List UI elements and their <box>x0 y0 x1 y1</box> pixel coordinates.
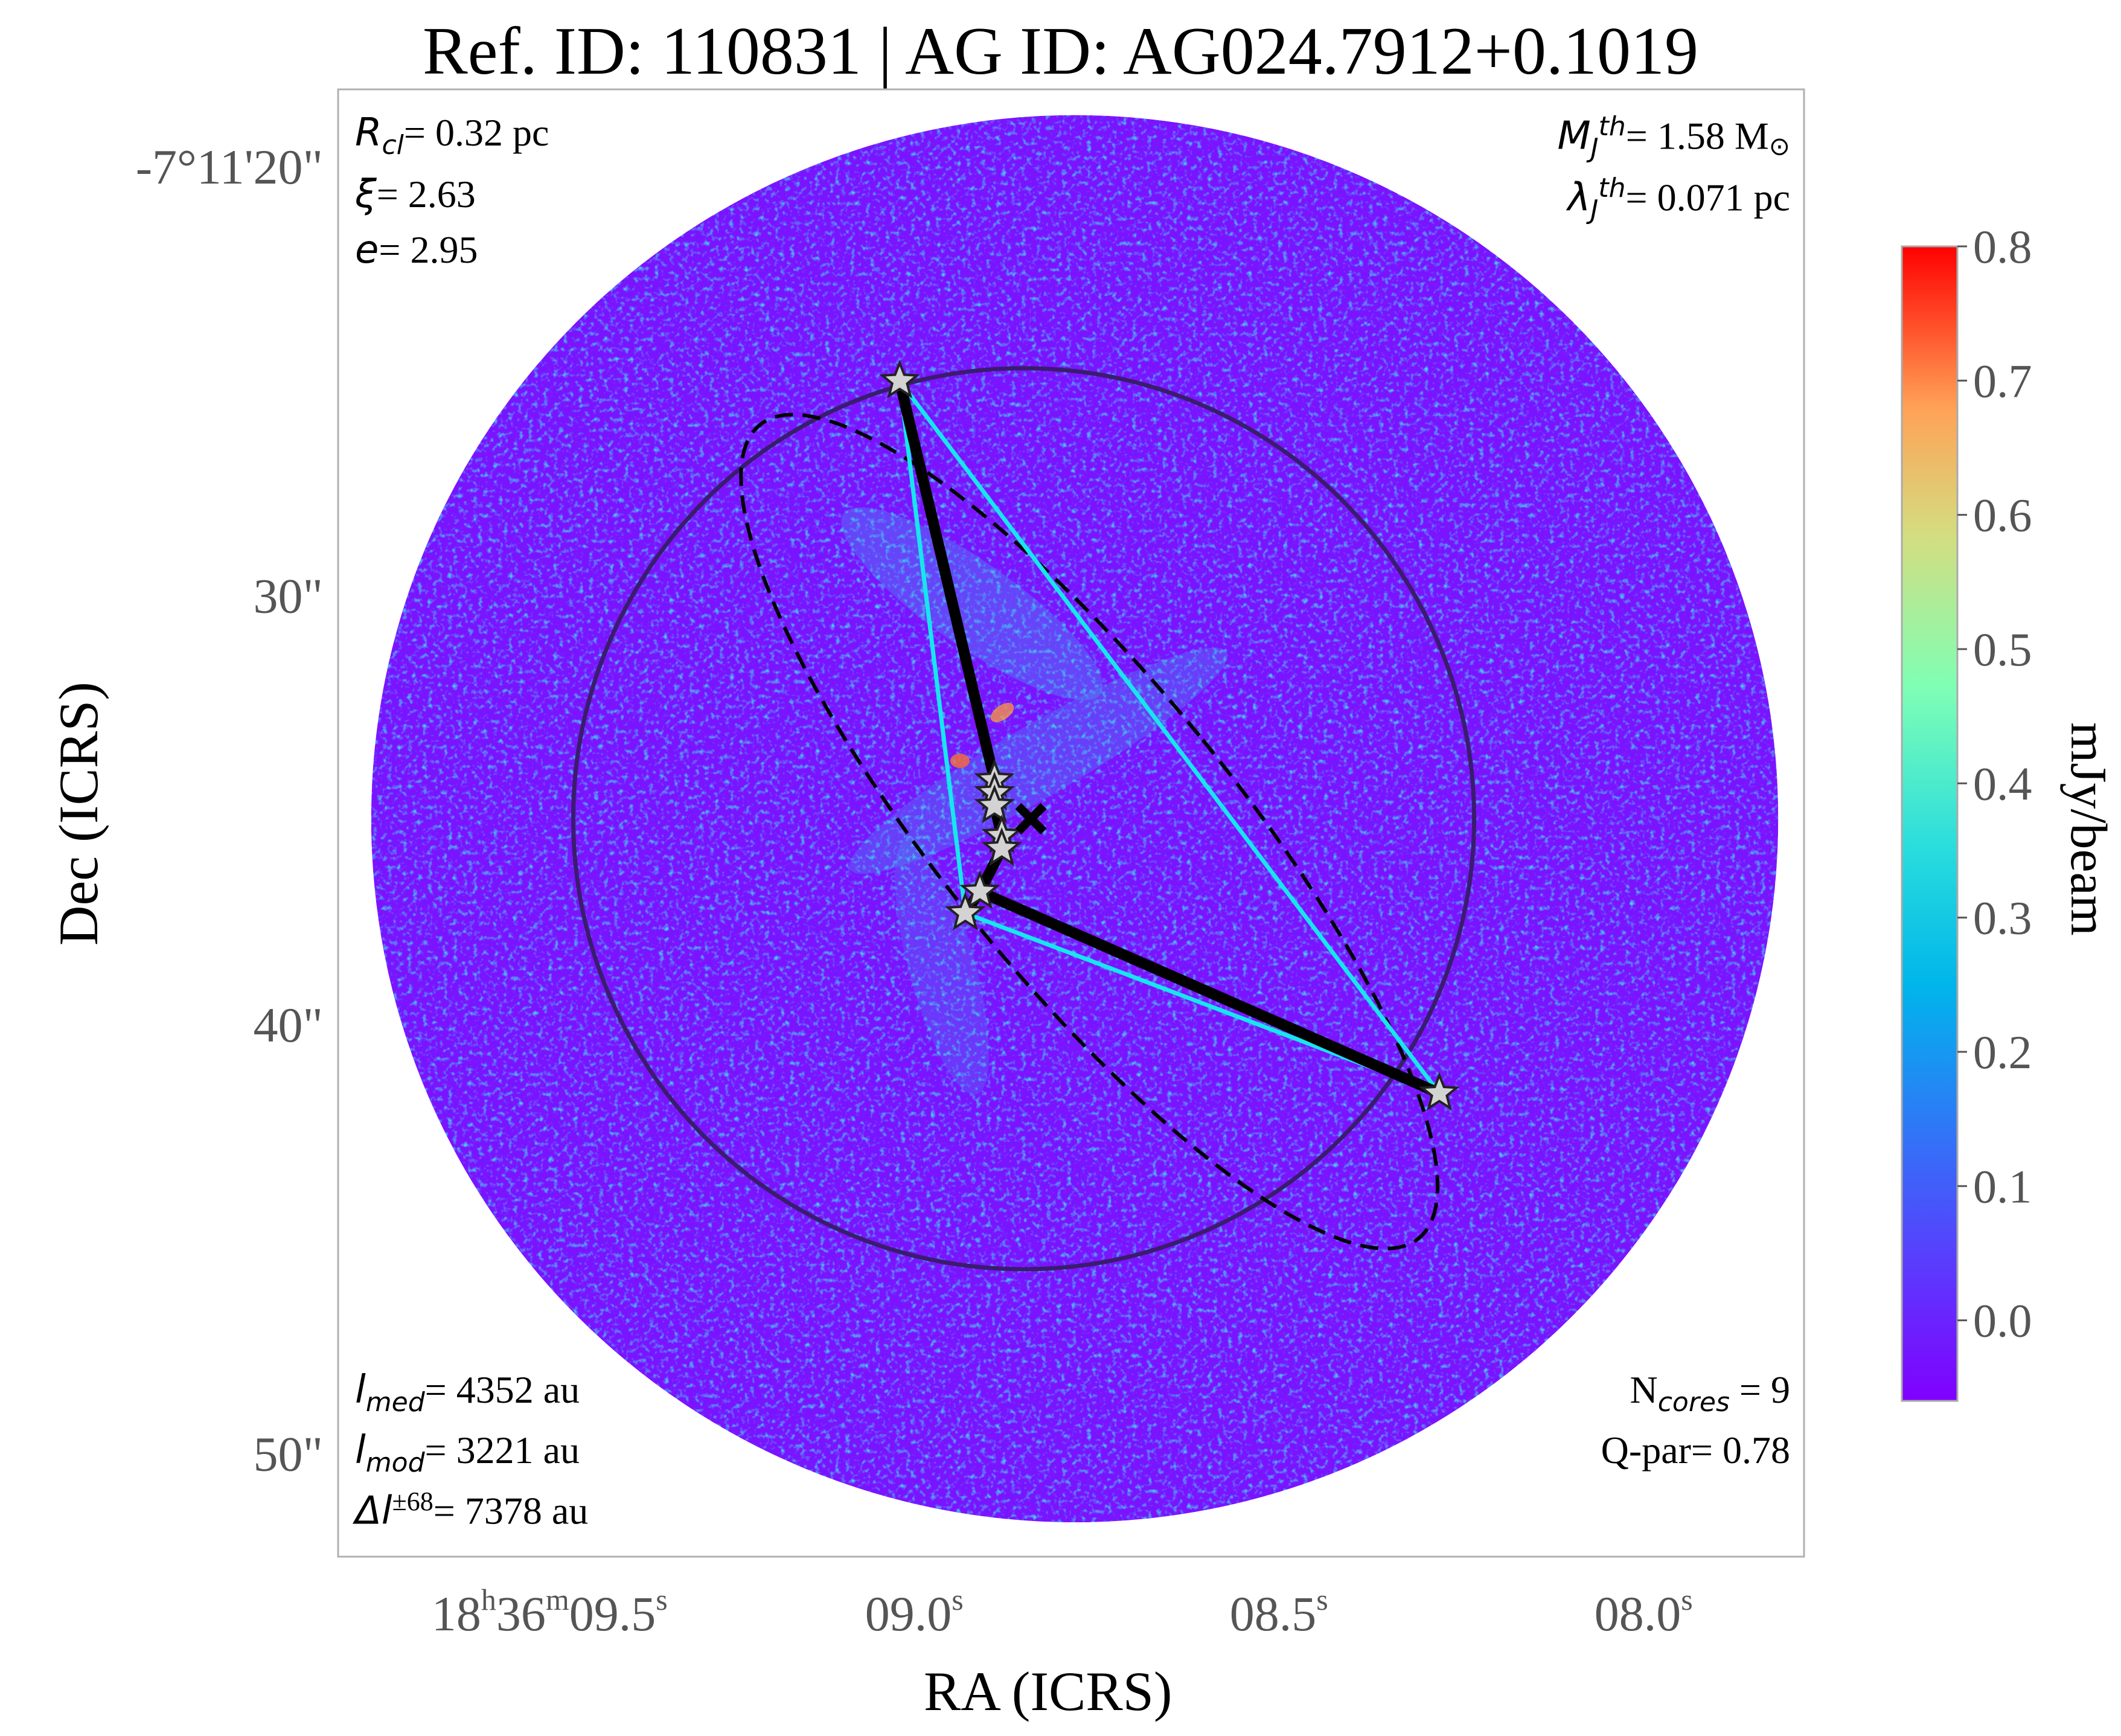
colorbar-tick-label: 0.2 <box>1973 1026 2032 1078</box>
mst-edge <box>894 376 1000 786</box>
x-ticks: 18h36m09.5s 09.0s 08.5s 08.0s <box>432 1583 1693 1641</box>
xi-annotation: ξ= 2.63 <box>355 172 476 217</box>
chart-title: Ref. ID: 110831 | AG ID: AG024.7912+0.10… <box>423 14 1698 89</box>
core-star-marker <box>981 827 1023 866</box>
jeans-length-annotation: λJth= 0.071 pc <box>1567 173 1791 226</box>
ncores-annotation: Ncores = 9 <box>1630 1368 1790 1418</box>
filament-emission <box>841 507 1228 1095</box>
plot-frame <box>337 88 1805 1558</box>
core-star-marker <box>945 891 986 930</box>
colorbar-tick-label: 0.7 <box>1973 354 2032 407</box>
cluster-circle <box>571 366 1477 1272</box>
emission-map <box>371 115 1779 1523</box>
cluster-center-marker <box>1015 802 1047 834</box>
x-tick-label: 09.0s <box>865 1583 964 1641</box>
y-tick-label: 40" <box>254 998 323 1052</box>
lmod-annotation: lmod= 3221 au <box>355 1428 580 1478</box>
y-axis-label: Dec (ICRS) <box>48 682 109 946</box>
colorbar-tick-label: 0.3 <box>1973 892 2032 944</box>
lmed-annotation: lmed= 4352 au <box>355 1368 580 1418</box>
q-par-annotation: Q-par= 0.78 <box>1601 1429 1790 1472</box>
colorbar-tick-label: 0.8 <box>1973 220 2032 273</box>
colorbar-tick-label: 0.5 <box>1973 623 2032 676</box>
y-ticks: -7°11'20" 30" 40" 50" <box>136 139 323 1482</box>
fit-ellipse <box>739 412 1440 1251</box>
x-tick-label: 08.5s <box>1230 1583 1328 1641</box>
x-axis-label: RA (ICRS) <box>924 1661 1172 1722</box>
delta-l-annotation: Δl±68= 7378 au <box>355 1487 589 1534</box>
x-tick-label: 08.0s <box>1595 1583 1693 1641</box>
core-star-marker <box>974 784 1015 824</box>
colorbar-tick-label: 0.0 <box>1973 1295 2032 1347</box>
convex-hull <box>897 380 1446 1098</box>
y-tick-label: -7°11'20" <box>136 139 323 194</box>
radius-annotation: Rcl= 0.32 pc <box>355 111 549 161</box>
e-annotation: e= 2.95 <box>355 228 478 272</box>
colorbar-ticks: 0.0 0.1 0.2 0.3 0.4 0.5 0.6 0.7 0.8 <box>1957 220 2032 1347</box>
core-markers <box>879 359 1460 1111</box>
sun-symbol: ⊙ <box>1768 131 1790 161</box>
x-tick-label: 18h36m09.5s <box>432 1583 668 1641</box>
core-star-marker <box>1419 1072 1460 1111</box>
colorbar-tick-label: 0.4 <box>1973 757 2032 810</box>
colorbar-tick-label: 0.6 <box>1973 489 2032 542</box>
core-star-marker <box>879 359 920 399</box>
jeans-mass-annotation: MJth= 1.58 M⊙ <box>1557 111 1790 164</box>
y-tick-label: 50" <box>254 1426 323 1481</box>
colorbar-label: mJy/beam <box>2060 722 2118 936</box>
mst-edge <box>974 886 1445 1099</box>
core-star-marker <box>959 870 1000 909</box>
y-tick-label: 30" <box>254 568 323 623</box>
colorbar-tick-label: 0.1 <box>1973 1160 2032 1212</box>
colorbar <box>1901 245 1959 1402</box>
